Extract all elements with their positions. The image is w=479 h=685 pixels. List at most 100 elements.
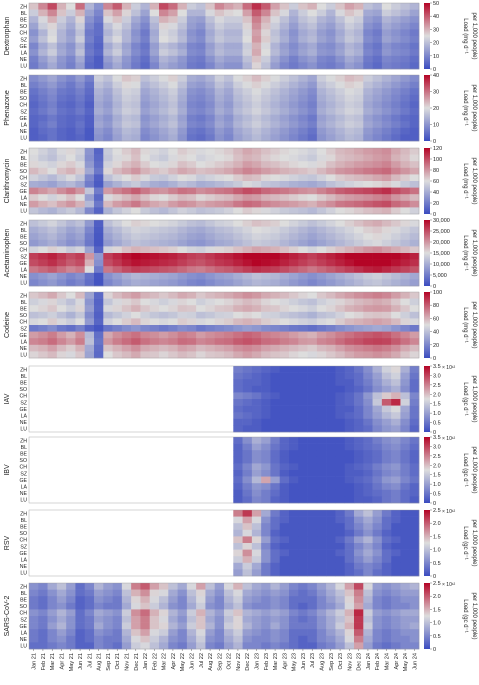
heatmap-cell [307, 642, 318, 650]
heatmap-cell [251, 81, 262, 89]
site-label: LA [21, 557, 28, 563]
heatmap-cell [344, 616, 355, 623]
heatmap-cell [326, 529, 336, 537]
heatmap-cell [335, 418, 346, 426]
heatmap-cell [214, 207, 225, 215]
heatmap-cell [149, 101, 160, 109]
heatmap-cell [391, 246, 401, 254]
heatmap-cell [335, 194, 346, 202]
heatmap-cell [140, 22, 151, 30]
heatmap-cell [381, 536, 392, 544]
heatmap-cell [159, 298, 169, 306]
panel-dextrorphan: ZHBLBESOCHSZGELANELUDextrorphan504030201… [4, 1, 477, 73]
heatmap-cell [316, 543, 327, 550]
heatmap-cell [103, 220, 113, 227]
heatmap-cell [270, 543, 281, 550]
heatmap-cell [186, 246, 197, 254]
heatmap-cell [121, 589, 132, 597]
heatmap-cell [344, 366, 355, 373]
heatmap-cell [381, 437, 392, 444]
site-label: ZH [20, 511, 27, 517]
heatmap-cell [326, 81, 336, 89]
site-label: LA [21, 122, 28, 128]
heatmap-cell [177, 42, 188, 50]
heatmap-cell [177, 344, 188, 352]
heatmap-cell [224, 596, 234, 604]
heatmap-cell [66, 596, 76, 604]
heatmap-cell [372, 556, 383, 564]
heatmap-cell [186, 266, 197, 274]
heatmap-cell [400, 279, 411, 287]
heatmap-cell [316, 510, 327, 517]
heatmap-cell [289, 476, 299, 484]
site-label: LU [20, 64, 27, 70]
heatmap-cell [140, 629, 151, 637]
heatmap-cell [391, 207, 401, 215]
heatmap-cell [177, 62, 188, 70]
heatmap-cell [75, 583, 86, 590]
heatmap-cell [56, 88, 67, 96]
site-label: BL [21, 83, 27, 89]
heatmap-cell [251, 181, 262, 188]
heatmap-cell [372, 331, 383, 339]
heatmap-cell [400, 325, 411, 332]
heatmap-cell [289, 55, 299, 63]
heatmap-cell [140, 226, 151, 234]
heatmap-cell [149, 583, 160, 590]
heatmap-cell [261, 609, 271, 617]
heatmap-cell [251, 148, 262, 155]
heatmap-cell [298, 272, 308, 280]
heatmap-cell [344, 622, 355, 630]
heatmap-cell [214, 94, 225, 102]
heatmap-cell [316, 253, 327, 260]
heatmap-cell [177, 318, 188, 326]
heatmap-cell [381, 418, 392, 426]
colorbar-tick-label: 30,000 [433, 218, 450, 224]
heatmap-cell [307, 181, 318, 188]
heatmap-cell [242, 194, 253, 202]
heatmap-cell [409, 272, 420, 280]
heatmap-cell [112, 161, 123, 169]
heatmap-cell [307, 556, 318, 564]
heatmap-cell [47, 266, 58, 274]
heatmap-cell [270, 589, 281, 597]
colorbar-tick-label: 0 [433, 574, 436, 580]
panel-name: Codeine [4, 312, 11, 338]
heatmap-cell [298, 318, 308, 326]
heatmap-cell [270, 16, 281, 24]
heatmap-cell [354, 569, 364, 577]
heatmap-cell [391, 318, 401, 326]
heatmap-cell [298, 22, 308, 30]
heatmap-cell [372, 425, 383, 433]
heatmap-cell [363, 476, 373, 484]
colorbar-tick-label: 0 [433, 284, 436, 290]
heatmap-cell [381, 148, 392, 155]
heatmap-cell [103, 207, 113, 215]
heatmap-cell [326, 470, 336, 477]
heatmap-cell [177, 174, 188, 182]
heatmap-cell [363, 88, 373, 96]
heatmap-cell [409, 121, 420, 129]
heatmap-cell [84, 42, 95, 50]
colorbar-tick-label: 10 [433, 54, 439, 60]
heatmap-cell [372, 62, 383, 70]
heatmap-cell [29, 200, 39, 208]
heatmap-cell [149, 94, 160, 102]
heatmap-cell [251, 62, 262, 70]
heatmap-cell [326, 154, 336, 162]
heatmap-cell [372, 16, 383, 24]
heatmap-cell [47, 589, 58, 597]
heatmap-cell [75, 187, 86, 195]
heatmap-cell [307, 399, 318, 406]
heatmap-cell [224, 589, 234, 597]
heatmap-cell [168, 101, 178, 109]
heatmap-cell [251, 642, 262, 650]
heatmap-cell [186, 200, 197, 208]
heatmap-cell [242, 29, 253, 37]
heatmap-cell [381, 443, 392, 451]
heatmap-cell [381, 589, 392, 597]
heatmap-cell [354, 9, 364, 17]
heatmap-cell [372, 437, 383, 444]
heatmap-cell [121, 311, 132, 319]
heatmap-cell [66, 602, 76, 610]
